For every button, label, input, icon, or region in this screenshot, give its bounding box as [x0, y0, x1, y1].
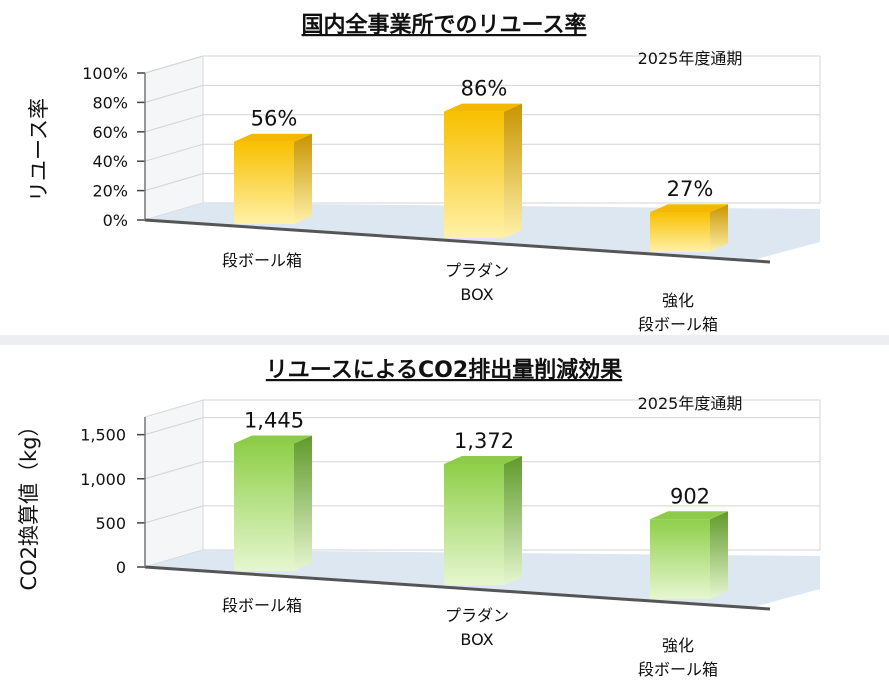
chart-period: 2025年度通期 — [638, 49, 743, 68]
gridline-side — [144, 173, 204, 192]
data-label: 902 — [670, 484, 710, 508]
side-wall — [144, 399, 204, 568]
gridline-side — [144, 55, 204, 74]
side-wall — [144, 55, 204, 221]
bar — [650, 519, 710, 599]
bar-top — [444, 103, 522, 112]
x-category-label: 段ボール箱 — [222, 596, 302, 615]
x-axis-line — [144, 218, 771, 264]
x-category-label: BOX — [460, 630, 493, 649]
bar — [234, 141, 294, 224]
gridline-side — [144, 143, 204, 162]
data-label: 27% — [667, 177, 714, 201]
y-tick-label: 500 — [95, 514, 126, 533]
bar-side — [504, 103, 522, 238]
x-category-label: 強化 — [662, 291, 694, 310]
bar-side — [710, 204, 728, 252]
reuse-rate-chart: 0% 20% 40% 60% 80% 100% 56% 段ボール箱 86% プラダン BOX 27% 強… — [0, 0, 889, 335]
x-category-label: プラダン — [445, 606, 509, 625]
data-label: 86% — [461, 77, 508, 101]
bar — [650, 212, 710, 252]
x-category-label: 強化 — [662, 636, 694, 655]
y-axis-label: CO2換算値（kg） — [17, 415, 41, 590]
y-tick-label: 1,500 — [80, 426, 126, 445]
x-category-label: BOX — [460, 285, 493, 304]
bar-side — [504, 456, 522, 585]
y-tick-label: 1,000 — [80, 470, 126, 489]
bar-top — [444, 456, 522, 464]
chart-title: 国内全事業所でのリユース率 — [302, 12, 587, 38]
x-category-label: 段ボール箱 — [222, 251, 302, 270]
chart-title: リユースによるCO2排出量削減効果 — [266, 357, 622, 383]
bar — [234, 443, 294, 571]
gridline-side — [144, 84, 204, 103]
gridline-side — [144, 461, 204, 480]
bar — [444, 463, 504, 586]
bar-side — [710, 511, 728, 599]
y-tick-label: 40% — [92, 152, 128, 171]
y-tick-label: 20% — [92, 182, 128, 201]
bar — [444, 111, 504, 239]
x-category-label: 段ボール箱 — [638, 315, 718, 334]
reuse-rate-chart-svg: 0% 20% 40% 60% 80% 100% 56% 段ボール箱 86% プラダン BOX 27% 強… — [27, 12, 821, 334]
bar-side — [294, 133, 312, 224]
x-category-label: プラダン — [445, 261, 509, 280]
y-axis-label: リユース率 — [27, 98, 51, 202]
x-category-label: 段ボール箱 — [638, 660, 718, 679]
x-axis-line — [144, 565, 771, 611]
chart-period: 2025年度通期 — [638, 394, 743, 413]
bar-top — [650, 204, 728, 213]
y-tick-label: 60% — [92, 123, 128, 142]
bar-top — [234, 133, 312, 142]
data-label: 1,372 — [454, 429, 514, 453]
gridline-side — [144, 114, 204, 133]
gridline-side — [144, 417, 204, 436]
panel-divider — [0, 335, 889, 345]
y-tick-label: 0 — [116, 558, 126, 577]
y-tick-label: 80% — [92, 93, 128, 112]
bar-top — [234, 435, 312, 444]
data-label: 56% — [251, 107, 298, 131]
y-tick-label: 100% — [82, 64, 128, 83]
bar-top — [650, 511, 728, 520]
gridline-side — [144, 505, 204, 524]
co2-reduction-chart: 0 500 1,000 1,500 1,445 段ボール箱 1,372 プラダン BOX 902 強… — [0, 345, 889, 680]
co2-reduction-chart-svg: 0 500 1,000 1,500 1,445 段ボール箱 1,372 プラダン BOX 902 強… — [17, 357, 821, 679]
y-tick-label: 0% — [103, 211, 128, 230]
data-label: 1,445 — [244, 408, 304, 432]
bar-side — [294, 435, 312, 571]
